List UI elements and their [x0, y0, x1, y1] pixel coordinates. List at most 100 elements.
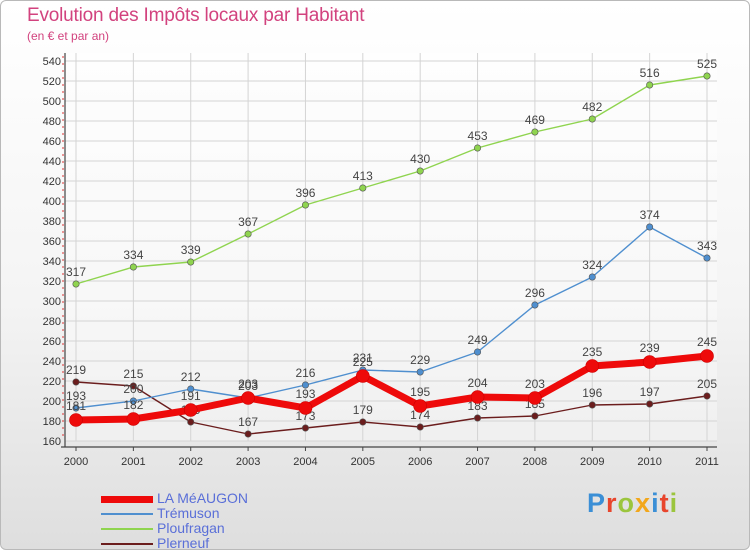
- series-line-plerneuf: [75, 381, 708, 435]
- legend-swatch: [101, 495, 153, 503]
- data-label-ploufragan: 413: [353, 169, 373, 183]
- data-label-la-m-augon: 191: [181, 389, 201, 403]
- data-label-tr-muson: 343: [697, 239, 717, 253]
- data-point-ploufragan: [359, 184, 367, 192]
- chart-subtitle: (en € et par an): [27, 29, 110, 43]
- data-label-ploufragan: 482: [582, 100, 602, 114]
- data-point-ploufragan: [301, 201, 309, 209]
- x-tick-label: 2001: [121, 456, 145, 468]
- data-point-la-m-augon: [69, 413, 83, 427]
- data-label-plerneuf: 205: [697, 377, 717, 391]
- x-tick-label: 2000: [64, 456, 88, 468]
- legend-label: LA MéAUGON: [157, 490, 249, 506]
- data-label-ploufragan: 317: [66, 265, 86, 279]
- legend-swatch: [101, 543, 153, 545]
- data-label-la-m-augon: 245: [697, 335, 717, 349]
- data-point-ploufragan: [187, 258, 195, 266]
- data-label-ploufragan: 334: [123, 248, 143, 262]
- data-point-ploufragan: [474, 144, 482, 152]
- data-point-la-m-augon: [413, 399, 427, 413]
- data-label-plerneuf: 167: [238, 415, 258, 429]
- data-point-ploufragan: [703, 72, 711, 80]
- data-label-tr-muson: 324: [582, 258, 602, 272]
- data-label-tr-muson: 374: [640, 208, 660, 222]
- y-tick-label: 320: [43, 276, 61, 288]
- data-point-plerneuf: [359, 418, 367, 426]
- data-label-ploufragan: 367: [238, 215, 258, 229]
- data-label-ploufragan: 516: [640, 66, 660, 80]
- data-label-plerneuf: 174: [410, 408, 430, 422]
- y-tick-label: 460: [43, 136, 61, 148]
- legend-label: Ploufragan: [157, 520, 225, 536]
- data-label-ploufragan: 430: [410, 152, 430, 166]
- data-label-la-m-augon: 181: [66, 399, 86, 413]
- data-label-tr-muson: 203: [238, 379, 258, 393]
- data-label-plerneuf: 196: [582, 386, 602, 400]
- data-label-la-m-augon: 225: [353, 355, 373, 369]
- x-tick-label: 2005: [351, 456, 375, 468]
- x-tick-label: 2008: [523, 456, 547, 468]
- y-tick-label: 440: [43, 156, 61, 168]
- legend-label: Plerneuf: [157, 535, 210, 550]
- data-point-ploufragan: [244, 230, 252, 238]
- data-point-ploufragan: [129, 263, 137, 271]
- x-tick-label: 2006: [408, 456, 432, 468]
- data-label-la-m-augon: 182: [123, 398, 143, 412]
- chart-title: Evolution des Impôts locaux par Habitant: [27, 5, 365, 26]
- data-point-tr-muson: [588, 273, 596, 281]
- y-tick-label: 520: [43, 76, 61, 88]
- data-point-tr-muson: [474, 348, 482, 356]
- x-tick-label: 2003: [236, 456, 260, 468]
- data-point-plerneuf: [531, 412, 539, 420]
- series-line-ploufragan: [75, 75, 708, 285]
- plot-area: [65, 53, 717, 441]
- series-line-la-m-augon: [75, 352, 708, 424]
- data-point-plerneuf: [646, 400, 654, 408]
- data-point-la-m-augon: [241, 391, 255, 405]
- y-tick-label: 480: [43, 116, 61, 128]
- y-tick-label: 380: [43, 216, 61, 228]
- data-point-plerneuf: [244, 430, 252, 438]
- data-point-ploufragan: [646, 81, 654, 89]
- data-point-tr-muson: [301, 381, 309, 389]
- y-tick-label: 400: [43, 196, 61, 208]
- proxiti-logo: Proxiti: [587, 488, 679, 518]
- data-label-la-m-augon: 239: [640, 341, 660, 355]
- data-point-la-m-augon: [126, 412, 141, 426]
- data-point-la-m-augon: [298, 401, 313, 415]
- data-point-tr-muson: [187, 385, 195, 393]
- data-label-plerneuf: 215: [123, 367, 143, 381]
- y-tick-label: 260: [43, 336, 61, 348]
- y-tick-label: 360: [43, 236, 61, 248]
- data-label-tr-muson: 200: [123, 382, 143, 396]
- data-point-tr-muson: [646, 223, 654, 231]
- data-point-ploufragan: [72, 280, 80, 288]
- data-label-ploufragan: 339: [181, 243, 201, 257]
- legend-swatch: [101, 513, 153, 515]
- data-point-plerneuf: [703, 392, 711, 400]
- y-tick-label: 160: [43, 436, 61, 448]
- x-tick-label: 2009: [580, 456, 604, 468]
- data-label-tr-muson: 231: [353, 351, 373, 365]
- data-point-ploufragan: [531, 128, 539, 136]
- data-point-plerneuf: [416, 423, 424, 431]
- y-tick-label: 500: [43, 96, 61, 108]
- data-point-plerneuf: [72, 378, 80, 386]
- data-point-tr-muson: [531, 301, 539, 309]
- data-point-plerneuf: [187, 418, 195, 426]
- data-label-ploufragan: 396: [295, 186, 315, 200]
- x-tick-label: 2007: [465, 456, 489, 468]
- x-tick-label: 2004: [293, 456, 317, 468]
- y-tick-label: 240: [43, 356, 61, 368]
- data-point-plerneuf: [474, 414, 482, 422]
- data-label-tr-muson: 193: [66, 389, 86, 403]
- data-label-plerneuf: 179: [353, 403, 373, 417]
- data-label-la-m-augon: 203: [525, 377, 545, 391]
- data-point-la-m-augon: [356, 369, 370, 383]
- x-tick-label: 2002: [178, 456, 202, 468]
- data-label-ploufragan: 525: [697, 57, 717, 71]
- data-label-la-m-augon: 204: [468, 376, 488, 390]
- data-label-la-m-augon: 193: [295, 387, 315, 401]
- data-label-tr-muson: 212: [181, 370, 201, 384]
